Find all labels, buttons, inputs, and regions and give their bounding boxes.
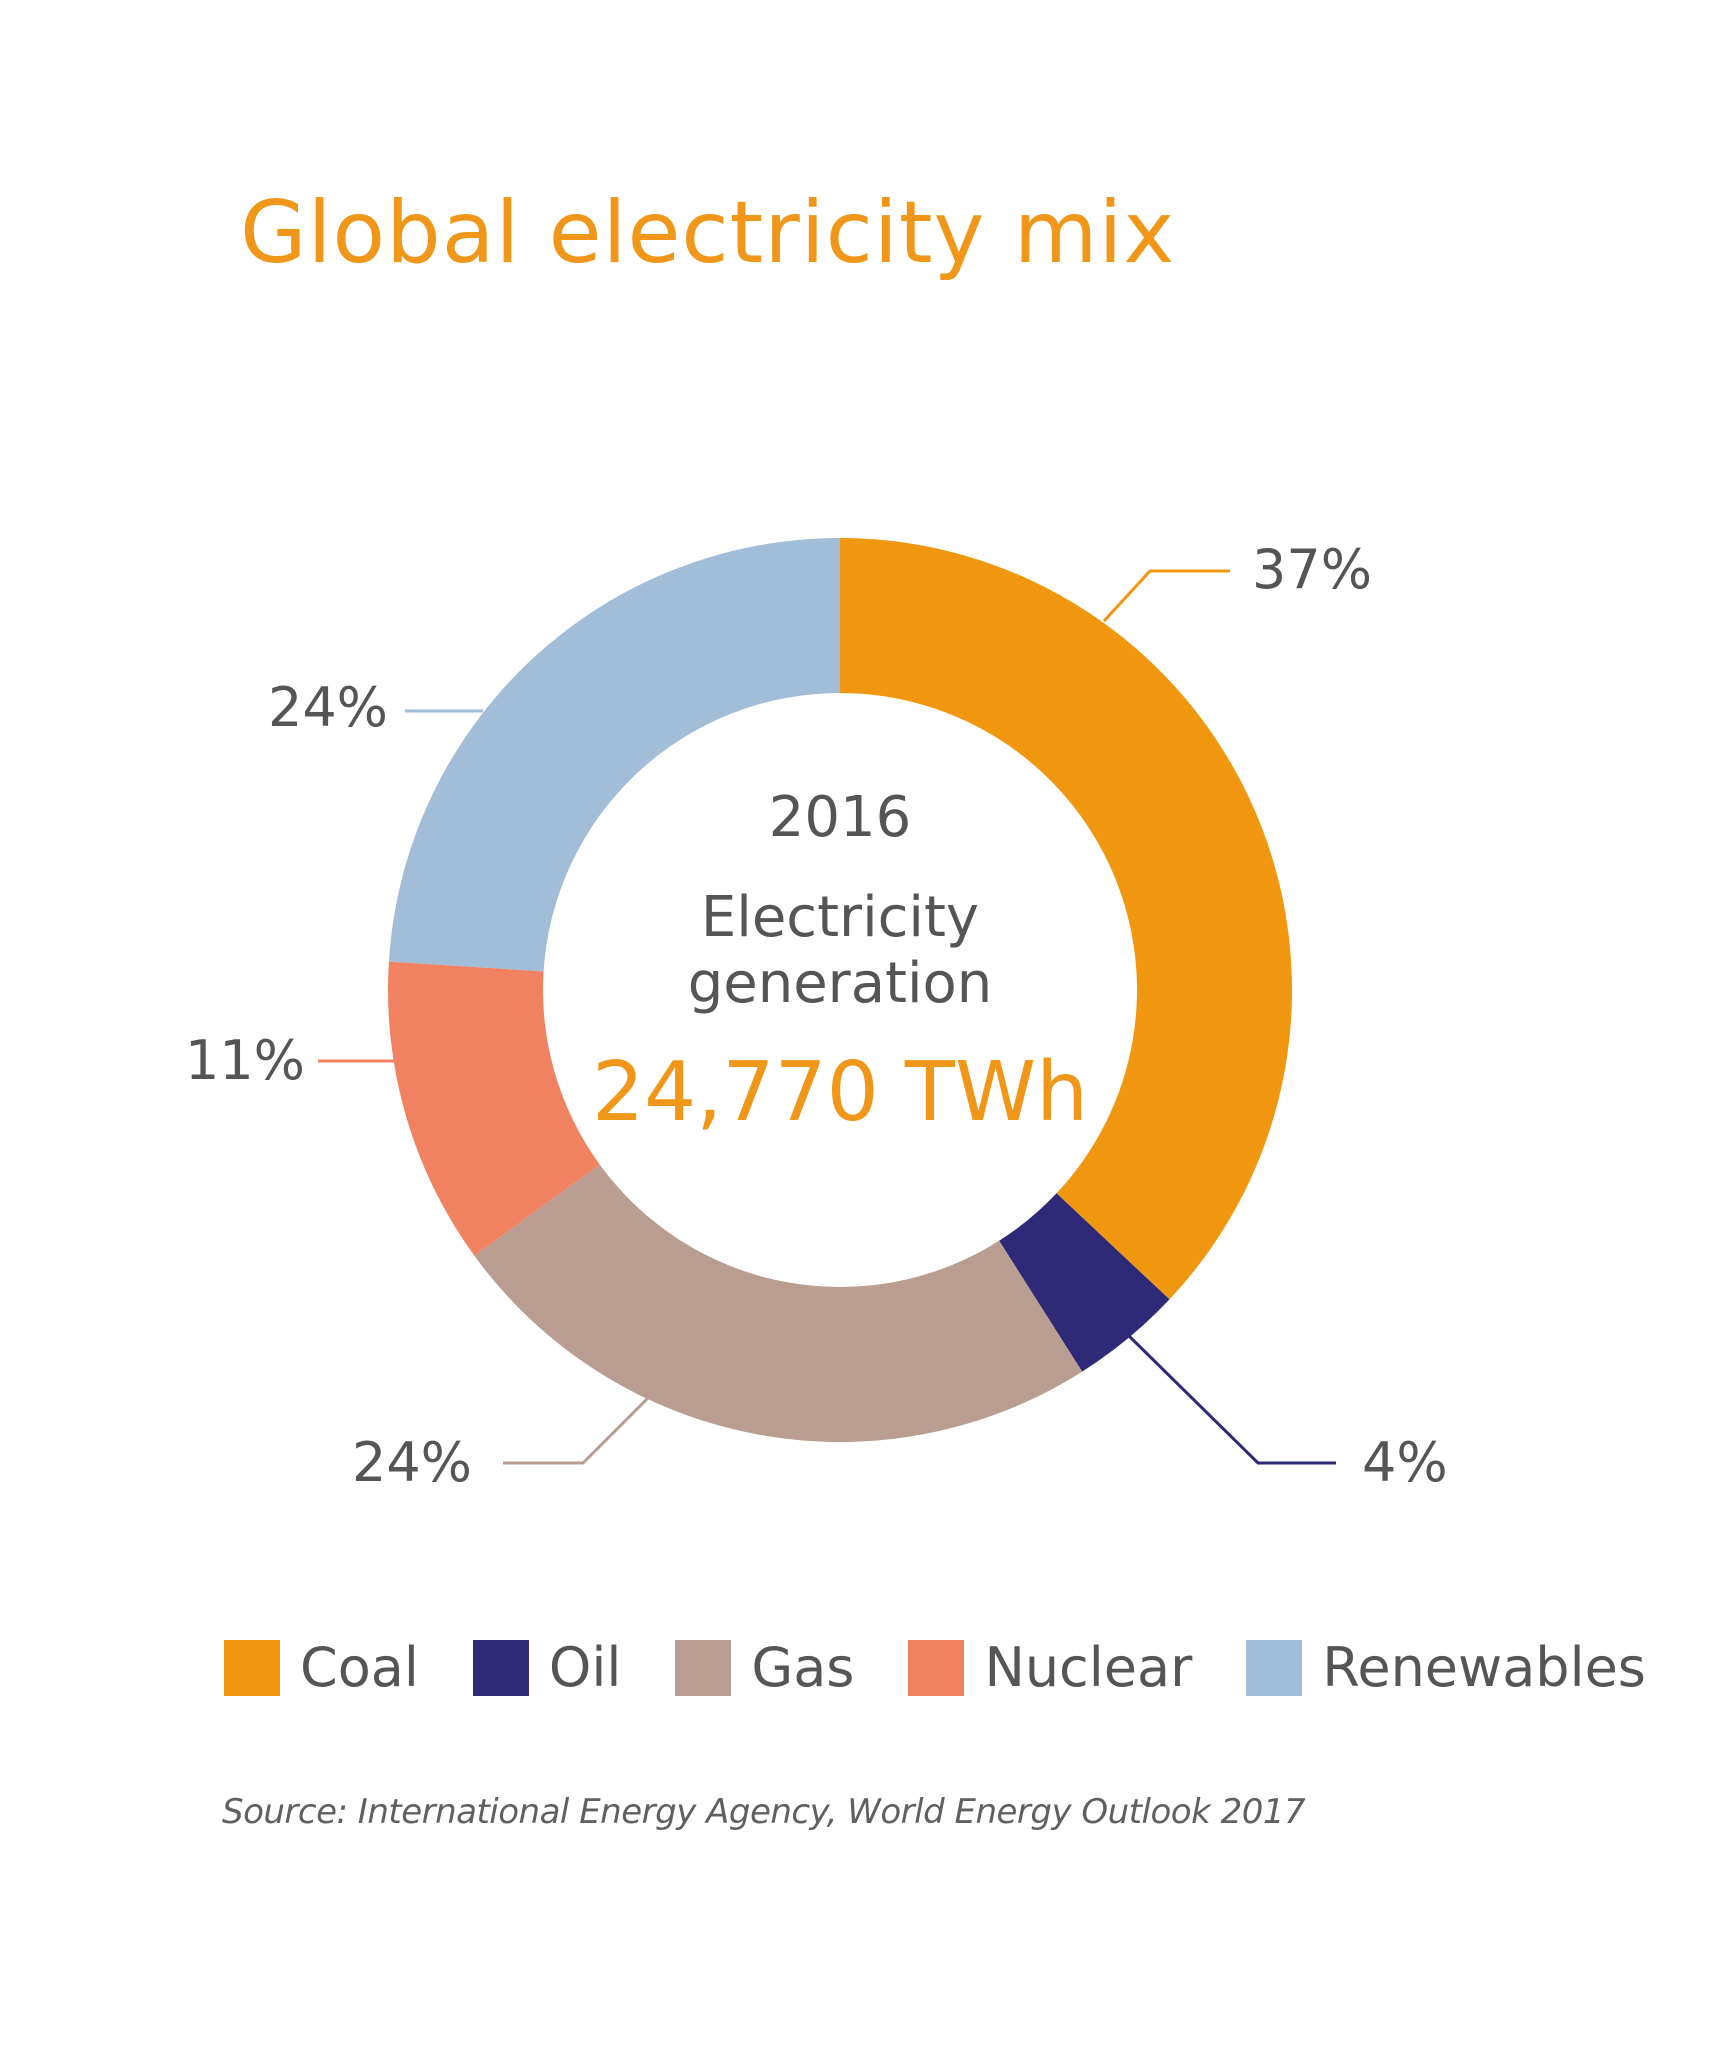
data-label-renewables: 24%	[268, 676, 388, 739]
slice-nuclear	[388, 961, 600, 1256]
legend-item-oil: Oil	[472, 1636, 622, 1699]
slice-gas	[474, 1164, 1083, 1443]
center-year: 2016	[769, 785, 912, 850]
legend-item-renewables: Renewables	[1246, 1640, 1646, 1696]
leader-line-coal	[1102, 569, 1230, 623]
center-total: 24,770 TWh	[592, 1045, 1088, 1140]
data-label-coal: 37%	[1252, 538, 1372, 601]
data-label-oil: 4%	[1362, 1431, 1448, 1494]
legend-item-coal: Coal	[224, 1640, 419, 1696]
legend-swatch-nuclear	[908, 1640, 965, 1696]
source-note: Source: International Energy Agency, Wor…	[222, 1792, 1306, 1832]
center-line1: Electricity	[701, 885, 979, 950]
slice-renewables	[388, 538, 840, 972]
legend-label-nuclear: Nuclear	[984, 1636, 1193, 1699]
chart-title: Global electricity mix	[240, 183, 1176, 283]
data-label-gas: 24%	[352, 1431, 472, 1494]
legend-item-gas: Gas	[675, 1640, 854, 1696]
legend-label-coal: Coal	[300, 1636, 419, 1699]
legend-label-oil: Oil	[548, 1636, 622, 1699]
legend-swatch-gas	[675, 1640, 732, 1696]
legend-item-nuclear: Nuclear	[908, 1640, 1192, 1696]
data-labels-group: 37% 4% 24% 11% 24%	[185, 538, 1448, 1494]
leader-line-gas	[503, 1396, 650, 1465]
slices-group	[388, 538, 1292, 1443]
legend-label-renewables: Renewables	[1322, 1636, 1646, 1699]
slice-coal	[840, 538, 1292, 1300]
legend-swatch-oil	[472, 1640, 529, 1696]
center-line2: generation	[688, 951, 993, 1016]
data-label-nuclear: 11%	[185, 1029, 305, 1092]
legend-label-gas: Gas	[751, 1636, 855, 1699]
legend-swatch-renewables	[1246, 1640, 1303, 1696]
leader-lines-group	[318, 569, 1336, 1465]
legend-swatch-coal	[224, 1640, 280, 1696]
leader-line-oil	[1125, 1332, 1336, 1465]
slice-oil	[999, 1193, 1170, 1372]
legend: Coal Oil Gas Nuclear Renewables	[224, 1640, 1700, 1696]
